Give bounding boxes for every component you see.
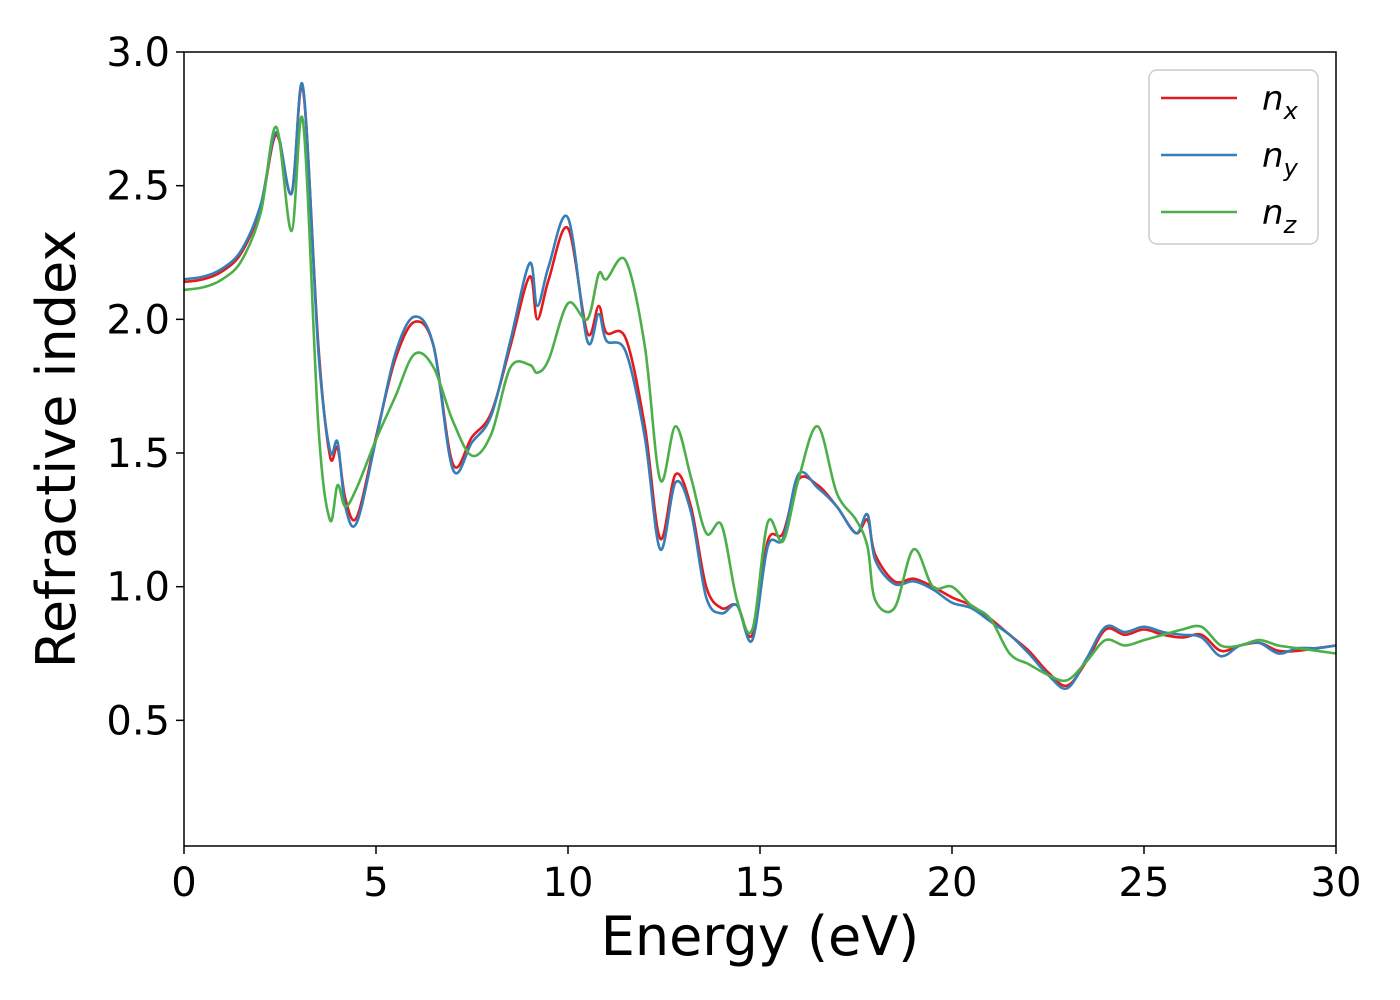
ticks-layer: 0 5 10 15 20 25 30 0.5 1.0 1.5 2.0 2.5 3.0 bbox=[106, 30, 1361, 906]
legend: nx ny nz bbox=[1148, 69, 1319, 245]
y-tick-label: 1.5 bbox=[106, 431, 170, 477]
x-tick-label: 10 bbox=[543, 860, 594, 906]
x-tick-label: 30 bbox=[1311, 860, 1362, 906]
y-axis-label: Refractive index bbox=[25, 230, 88, 669]
series-line-z bbox=[183, 115, 1337, 683]
y-tick-label: 2.0 bbox=[106, 297, 170, 343]
legend-label-x: nx bbox=[1262, 79, 1299, 125]
series-layer bbox=[183, 82, 1337, 690]
x-axis-label: Energy (eV) bbox=[601, 905, 920, 968]
legend-label-y: ny bbox=[1262, 136, 1299, 182]
x-tick-label: 20 bbox=[927, 860, 978, 906]
legend-box bbox=[1148, 69, 1319, 245]
x-tick-label: 0 bbox=[171, 860, 196, 906]
x-tick-label: 15 bbox=[735, 860, 786, 906]
y-tick-label: 1.0 bbox=[106, 565, 170, 611]
y-tick-label: 3.0 bbox=[106, 30, 170, 76]
y-tick-label: 2.5 bbox=[106, 164, 170, 210]
series-line-y bbox=[183, 82, 1337, 690]
y-tick-label: 0.5 bbox=[106, 698, 170, 744]
legend-items: nx ny nz bbox=[1161, 79, 1299, 239]
x-tick-label: 25 bbox=[1119, 860, 1170, 906]
legend-label-z: nz bbox=[1262, 193, 1298, 239]
x-tick-label: 5 bbox=[363, 860, 388, 906]
